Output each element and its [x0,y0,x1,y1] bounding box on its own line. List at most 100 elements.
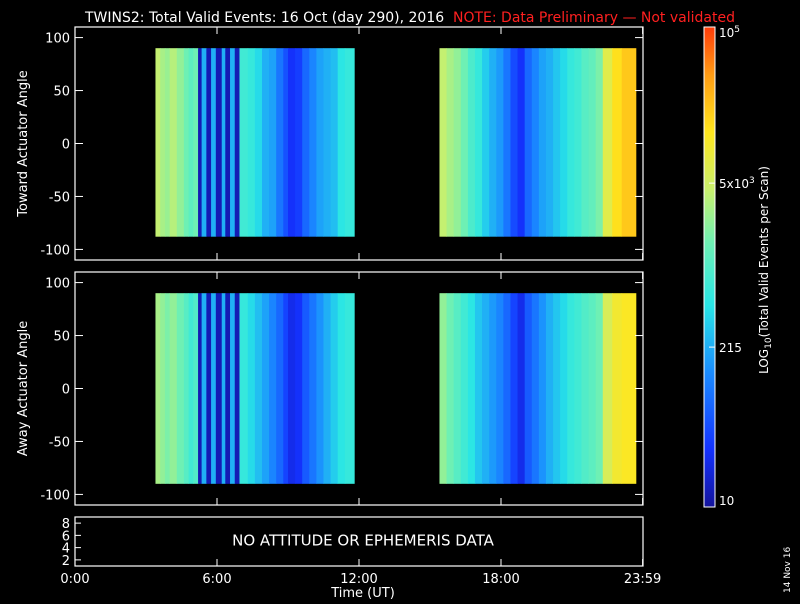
toward-heatmap-band [621,48,637,237]
preliminary-note: NOTE: Data Preliminary — Not validated [453,10,735,26]
away-heatmap-band [531,293,540,484]
toward-heatmap-band [221,48,226,237]
toward-heatmap-band [247,48,256,237]
away-heatmap-band [288,293,296,484]
toward-heatmap-band [183,48,189,237]
away-heatmap-band [295,293,303,484]
toward-heatmap-band [588,48,597,237]
toward-heatmap-band [517,48,526,237]
away-heatmap-band [439,293,447,484]
toward-heatmap-band [198,48,203,237]
toward-heatmap-band [225,48,231,237]
away-heatmap-band [467,293,476,484]
away-heatmap-band [221,293,226,484]
toward-heatmap-band [330,48,339,237]
away-heatmap-band [155,293,161,484]
time-axis-tick-label: 23:59 [624,572,661,587]
away-heatmap-band [344,293,355,484]
away-heatmap-band [482,293,490,484]
toward-heatmap-band [234,48,240,237]
away-heatmap-band [524,293,533,484]
toward-heatmap-band [581,48,589,237]
away-ytick-label: -50 [49,435,70,450]
away-heatmap-band [595,293,604,484]
attitude-ytick-label: 8 [62,517,70,532]
toward-heatmap-band [595,48,604,237]
away-heatmap-band [193,293,199,484]
toward-heatmap-band [176,48,185,237]
toward-heatmap-band [602,48,613,237]
away-heatmap-band [517,293,526,484]
away-heatmap-band [581,293,589,484]
toward-heatmap-band [337,48,346,237]
toward-heatmap-band [211,48,217,237]
figure-title: TWINS2: Total Valid Events: 16 Oct (day … [84,10,444,26]
toward-heatmap-band [524,48,533,237]
toward-heatmap-band [453,48,462,237]
toward-heatmap-band [560,48,568,237]
toward-heatmap-band [295,48,303,237]
away-heatmap-band [316,293,324,484]
away-ytick-label: 50 [53,330,70,345]
away-heatmap-band [612,293,623,484]
time-axis-tick-label: 18:00 [482,572,519,587]
toward-heatmap-band [309,48,317,237]
toward-heatmap-band [316,48,324,237]
toward-heatmap-band [201,48,207,237]
toward-panel: -100 -50 0 50 100 Toward Actuator Angle [16,26,644,261]
away-heatmap-band [239,293,249,484]
away-heatmap-band [446,293,455,484]
away-heatmap-band [460,293,469,484]
toward-heatmap-band [567,48,575,237]
toward-heatmap-band [460,48,469,237]
away-ytick-label: 0 [62,383,70,398]
no-attitude-message: NO ATTITUDE OR EPHEMERIS DATA [232,532,495,550]
away-heatmap-band [474,293,483,484]
time-axis-tick-label: 0:00 [60,572,89,587]
away-heatmap-band [234,293,240,484]
toward-heatmap-band [206,48,212,237]
toward-ylabel: Toward Actuator Angle [16,70,31,217]
attitude-ytick-label: 6 [62,529,70,544]
away-heatmap-band [309,293,317,484]
away-heatmap-band [254,293,263,484]
away-heatmap-band [602,293,613,484]
toward-heatmap-band [496,48,504,237]
toward-heatmap-band [612,48,623,237]
toward-heatmap-band [269,48,277,237]
away-heatmap-band [160,293,166,484]
away-heatmap-band [225,293,231,484]
toward-ytick-label: -50 [49,190,70,205]
toward-heatmap-band [160,48,166,237]
toward-heatmap-band [193,48,199,237]
attitude-ytick-label: 2 [62,554,70,569]
toward-heatmap-band [254,48,263,237]
toward-heatmap-band [489,48,497,237]
toward-heatmap-band [538,48,547,237]
toward-heatmap-band [510,48,518,237]
toward-heatmap-band [276,48,284,237]
away-ytick-label: -100 [40,488,70,503]
toward-ytick-label: 100 [45,32,70,47]
toward-heatmap-band [164,48,171,237]
colorbar-tick-label: 10 [719,494,734,508]
away-ytick-label: 100 [45,277,70,292]
toward-heatmap-band [323,48,331,237]
toward-heatmap-band [169,48,178,237]
colorbar-gradient [703,26,716,508]
toward-heatmap-band [188,48,194,237]
away-heatmap-band [215,293,223,484]
toward-heatmap-band [302,48,310,237]
toward-heatmap-band [239,48,249,237]
toward-heatmap-band [531,48,540,237]
time-axis-tick-label: 6:00 [202,572,231,587]
away-heatmap-band [330,293,339,484]
colorbar-tick-label: 215 [719,341,742,355]
toward-heatmap-band [261,48,270,237]
away-heatmap-band [206,293,212,484]
datestamp: 14 Nov 16 [783,547,793,593]
away-heatmap-band [621,293,637,484]
